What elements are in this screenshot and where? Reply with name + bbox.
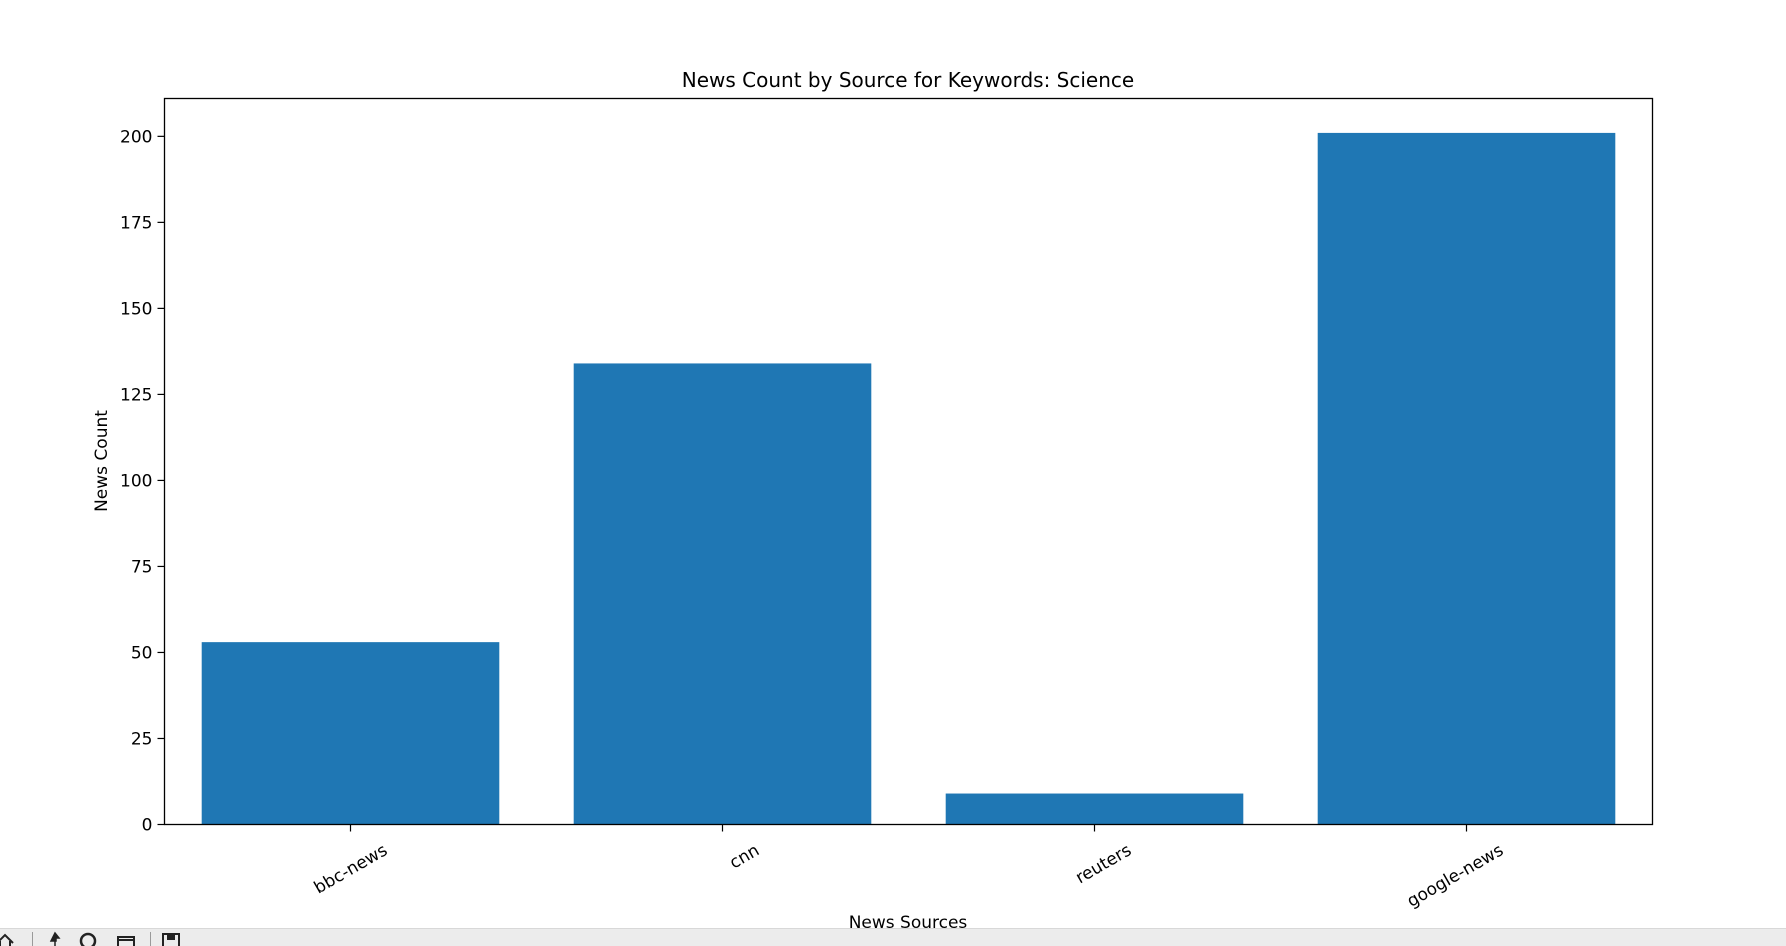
x-tick-label: cnn [726, 841, 763, 874]
y-tick-label: 125 [120, 385, 152, 405]
x-axis-label: News Sources [849, 913, 968, 928]
x-axis: bbc-news cnn reuters google-news [311, 824, 1507, 912]
pan-icon[interactable] [44, 931, 66, 946]
toolbar-separator [32, 932, 33, 946]
bar-bbc-news [201, 642, 500, 825]
y-axis: 0 25 50 75 100 125 150 175 200 [120, 127, 165, 836]
bar-cnn [573, 363, 872, 825]
y-tick-label: 50 [131, 643, 153, 663]
figure-toolbar [0, 928, 1786, 946]
y-tick-label: 25 [131, 729, 153, 749]
chart-title: News Count by Source for Keywords: Scien… [682, 68, 1134, 92]
y-tick-label: 175 [120, 213, 152, 233]
configure-icon[interactable] [116, 931, 138, 946]
x-tick-label: google-news [1404, 840, 1507, 911]
y-tick-label: 200 [120, 127, 152, 147]
y-tick-label: 0 [142, 816, 153, 836]
plot-frame [163, 97, 1654, 826]
y-tick-label: 100 [120, 471, 152, 491]
home-icon[interactable] [0, 931, 16, 946]
x-tick-label: bbc-news [311, 840, 391, 898]
bar-reuters [945, 793, 1244, 825]
y-tick-label: 150 [120, 299, 152, 319]
zoom-icon[interactable] [78, 931, 100, 946]
bar-google-news [1317, 132, 1616, 825]
y-tick-label: 75 [131, 557, 153, 577]
y-axis-label: News Count [92, 410, 112, 512]
save-icon[interactable] [160, 931, 182, 946]
x-tick-label: reuters [1072, 840, 1135, 888]
toolbar-separator [150, 932, 151, 946]
bars-layer [201, 132, 1616, 825]
